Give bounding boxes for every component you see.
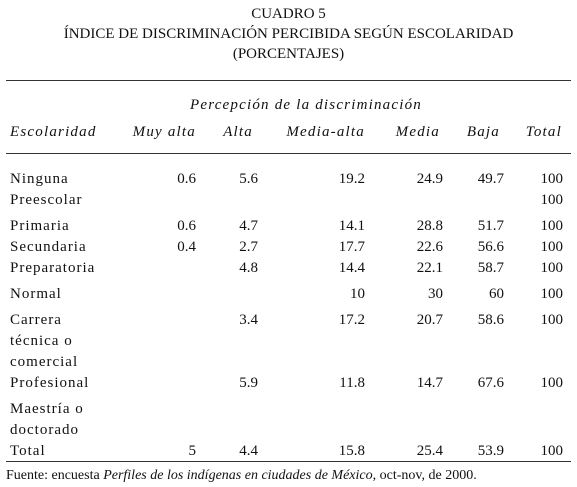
row-label: técnica o [10, 333, 73, 349]
cell: 15.8 [338, 443, 365, 459]
cell: 14.1 [338, 218, 365, 234]
cell: 4.7 [239, 218, 258, 234]
cell: 100 [540, 239, 564, 255]
cell: 58.7 [477, 260, 504, 276]
cell: 49.7 [477, 171, 504, 187]
cell: 10 [350, 286, 365, 302]
row-label: Preparatoria [10, 260, 96, 276]
cell: 58.6 [477, 312, 504, 328]
footnote-text: Fuente: encuesta [6, 468, 104, 483]
subtitle: ÍNDICE DE DISCRIMINACIÓN PERCIBIDA SEGÚN… [63, 26, 514, 42]
cell: 100 [540, 218, 564, 234]
column-header: Escolaridad [10, 124, 97, 140]
row-label: Preescolar [10, 192, 83, 208]
rule [6, 153, 571, 154]
spanner: Percepción de la discriminación [190, 97, 423, 113]
row-label: Carrera [10, 312, 62, 328]
row-label: Total [10, 443, 46, 459]
column-header: Muy alta [132, 124, 196, 140]
row-label: Secundaria [10, 239, 87, 255]
cell: 25.4 [416, 443, 443, 459]
cell: 17.7 [338, 239, 365, 255]
column-header: Media [395, 124, 440, 140]
cell: 4.4 [239, 443, 258, 459]
row-label: doctorado [10, 422, 79, 438]
cell: 56.6 [477, 239, 504, 255]
cell: 100 [540, 171, 564, 187]
cell: 19.2 [338, 171, 365, 187]
cell: 100 [540, 260, 564, 276]
cell: 28.8 [416, 218, 443, 234]
cell: 17.2 [338, 312, 365, 328]
row-label: comercial [10, 354, 79, 370]
cell: 0.6 [177, 218, 196, 234]
column-header: Alta [223, 124, 253, 140]
row-label: Profesional [10, 375, 90, 391]
column-header: Total [525, 124, 562, 140]
unit: (PORCENTAJES) [232, 46, 345, 62]
cell: 20.7 [416, 312, 443, 328]
cell: 5.9 [239, 375, 258, 391]
cell: 24.9 [416, 171, 443, 187]
cell: 100 [540, 443, 564, 459]
cell: 100 [540, 192, 564, 208]
cell: 22.6 [416, 239, 443, 255]
footnote: Fuente: encuesta Perfiles de los indígen… [6, 467, 477, 485]
cell: 5 [188, 443, 197, 459]
rule [6, 80, 571, 81]
row-label: Primaria [10, 218, 70, 234]
cell: 14.4 [338, 260, 365, 276]
cell: 60 [489, 286, 504, 302]
rule [6, 461, 571, 462]
cell: 2.7 [239, 239, 258, 255]
cell: 14.7 [416, 375, 443, 391]
row-label: Maestría o [10, 401, 84, 417]
cell: 53.9 [477, 443, 504, 459]
row-label: Ninguna [10, 171, 69, 187]
cell: 5.6 [239, 171, 258, 187]
cell: 4.8 [239, 260, 258, 276]
footnote-text: , oct-nov, de 2000. [372, 468, 477, 483]
cell: 100 [540, 375, 564, 391]
row-label: Normal [10, 286, 62, 302]
cell: 22.1 [416, 260, 443, 276]
cell: 100 [540, 312, 564, 328]
title: CUADRO 5 [251, 6, 326, 22]
cell: 0.4 [177, 239, 196, 255]
footnote-source: Perfiles de los indígenas en ciudades de… [103, 468, 373, 483]
cell: 3.4 [239, 312, 258, 328]
cell: 67.6 [477, 375, 504, 391]
column-header: Media-alta [286, 124, 365, 140]
cell: 51.7 [477, 218, 504, 234]
cell: 11.8 [339, 375, 365, 391]
cell: 100 [540, 286, 564, 302]
cell: 0.6 [177, 171, 196, 187]
column-header: Baja [466, 124, 500, 140]
cell: 30 [428, 286, 443, 302]
